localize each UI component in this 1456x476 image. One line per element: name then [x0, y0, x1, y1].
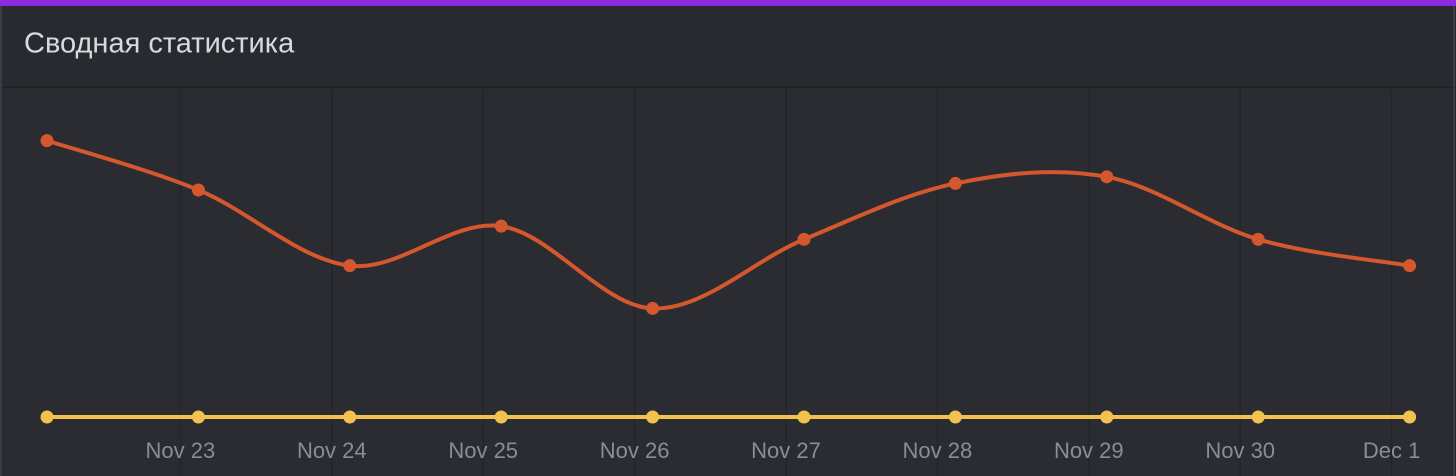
- data-point: [1403, 410, 1417, 424]
- data-point: [1251, 410, 1265, 424]
- data-point: [1403, 259, 1417, 273]
- data-point: [191, 183, 205, 197]
- data-point: [494, 410, 508, 424]
- data-point: [948, 176, 962, 190]
- x-tick-label: Nov 30: [1205, 438, 1275, 463]
- x-tick-label: Dec 1: [1363, 438, 1420, 463]
- x-tick-label: Nov 23: [146, 438, 216, 463]
- x-tick-label: Nov 26: [600, 438, 670, 463]
- card-title: Сводная статистика: [24, 28, 295, 60]
- series-line: [46, 138, 1410, 311]
- x-tick-label: Nov 28: [903, 438, 973, 463]
- data-point: [797, 232, 811, 246]
- data-point: [1100, 170, 1114, 184]
- data-point: [1251, 232, 1265, 246]
- plot: Nov 23 Nov 24 Nov 25 Nov 26 Nov 27 Nov 28 Nov …: [40, 88, 1420, 476]
- x-tick-label: Nov 25: [448, 438, 518, 463]
- x-tick-label: Nov 24: [297, 438, 367, 463]
- data-point: [40, 134, 54, 148]
- data-point: [1100, 410, 1114, 424]
- data-point: [40, 410, 54, 424]
- data-point: [343, 410, 357, 424]
- data-point: [191, 410, 205, 424]
- card-header: [0, 6, 1456, 87]
- x-tick-label: Nov 27: [751, 438, 821, 463]
- data-point: [948, 410, 962, 424]
- data-point: [343, 259, 357, 273]
- accent-bar: [0, 0, 1456, 6]
- data-point: [646, 410, 660, 424]
- data-point: [494, 219, 508, 233]
- data-point: [797, 410, 811, 424]
- x-tick-label: Nov 29: [1054, 438, 1124, 463]
- data-point: [646, 301, 660, 315]
